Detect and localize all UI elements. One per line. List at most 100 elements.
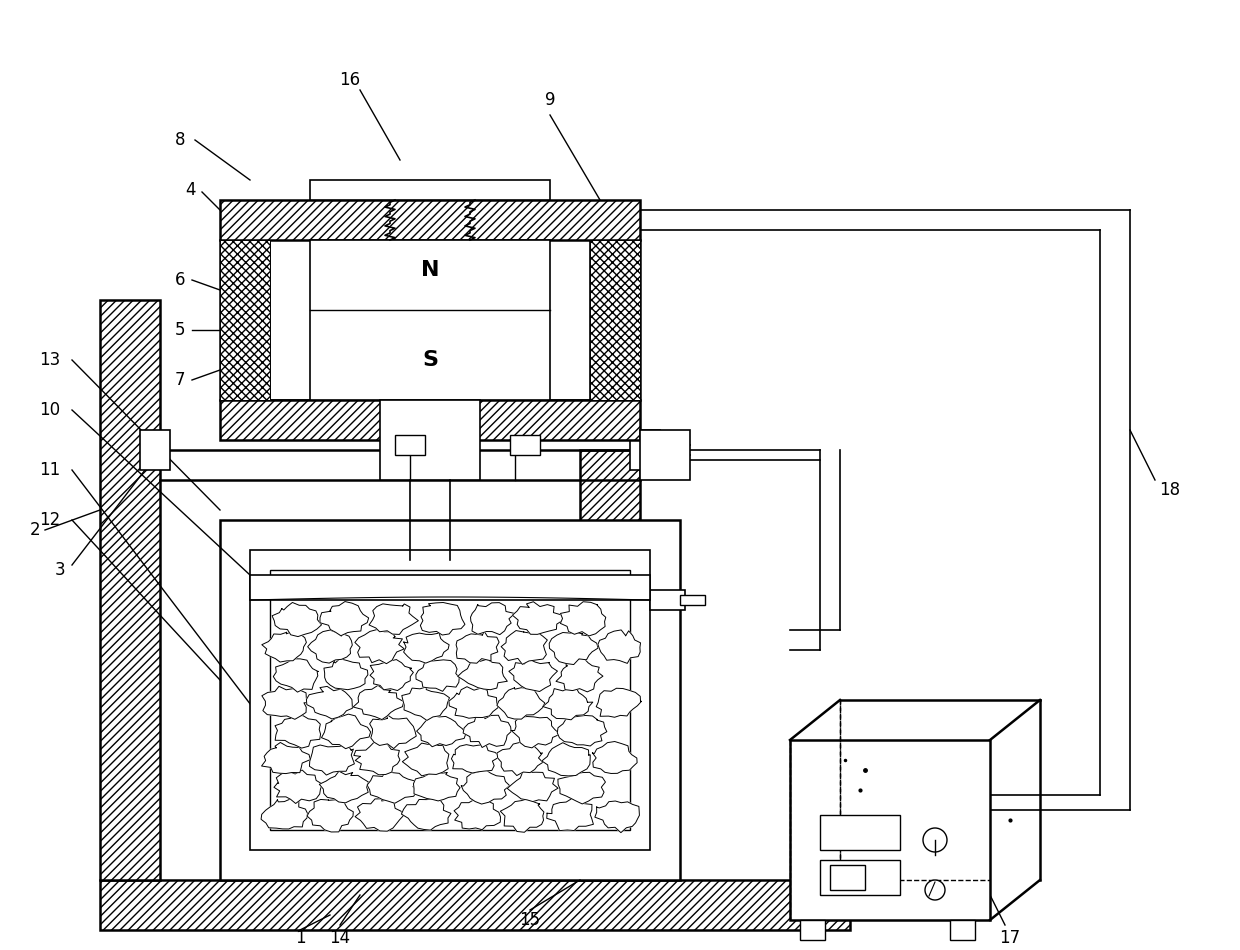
Bar [250, 575, 650, 600]
Polygon shape [497, 742, 543, 775]
Bar [379, 400, 480, 480]
Text: 5: 5 [175, 321, 185, 339]
Polygon shape [501, 799, 544, 832]
Polygon shape [507, 770, 558, 802]
Text: 10: 10 [40, 401, 61, 419]
Polygon shape [273, 659, 317, 693]
Bar [800, 920, 825, 940]
Text: 3: 3 [55, 561, 66, 579]
Circle shape [925, 880, 945, 900]
Polygon shape [547, 798, 594, 830]
Text: 6: 6 [175, 271, 185, 289]
Bar [830, 865, 866, 890]
Polygon shape [420, 602, 465, 635]
Text: 18: 18 [1159, 481, 1180, 499]
Polygon shape [415, 660, 459, 692]
Polygon shape [262, 686, 308, 719]
Text: 4: 4 [185, 181, 195, 199]
Polygon shape [306, 686, 352, 719]
Polygon shape [370, 659, 413, 691]
Polygon shape [596, 688, 641, 717]
Bar [590, 240, 640, 400]
Polygon shape [593, 742, 637, 773]
Polygon shape [353, 685, 404, 719]
Text: 16: 16 [340, 71, 361, 89]
Polygon shape [310, 745, 355, 775]
Polygon shape [417, 715, 466, 747]
Polygon shape [497, 688, 544, 719]
Bar [270, 240, 590, 400]
Bar [510, 435, 539, 455]
Text: 7: 7 [175, 371, 185, 389]
Polygon shape [456, 632, 498, 663]
Bar [219, 200, 640, 240]
Polygon shape [262, 743, 310, 773]
Polygon shape [549, 633, 598, 665]
Bar [820, 860, 900, 895]
Polygon shape [370, 714, 417, 749]
Polygon shape [458, 659, 507, 690]
Bar [100, 300, 160, 880]
Polygon shape [402, 799, 451, 830]
Polygon shape [275, 715, 321, 748]
Text: 8: 8 [175, 131, 185, 149]
Text: 11: 11 [40, 461, 61, 479]
Polygon shape [558, 772, 605, 804]
Bar [270, 570, 630, 830]
Polygon shape [370, 604, 418, 635]
Polygon shape [413, 772, 460, 801]
Polygon shape [511, 716, 560, 748]
Text: 9: 9 [544, 91, 556, 109]
Polygon shape [262, 798, 308, 829]
Text: 12: 12 [40, 511, 61, 529]
Bar [950, 920, 975, 940]
Polygon shape [262, 631, 306, 662]
Bar [140, 430, 170, 470]
Polygon shape [560, 601, 606, 636]
Polygon shape [355, 630, 404, 664]
Text: S: S [422, 350, 438, 370]
Bar [310, 240, 551, 400]
Text: 14: 14 [330, 929, 351, 947]
Polygon shape [542, 743, 590, 776]
Polygon shape [454, 799, 501, 829]
Polygon shape [598, 630, 641, 663]
Polygon shape [353, 742, 401, 775]
Polygon shape [461, 770, 510, 804]
Polygon shape [367, 770, 417, 804]
Text: 2: 2 [30, 521, 41, 539]
Bar [680, 595, 706, 605]
Polygon shape [508, 659, 558, 692]
Polygon shape [402, 687, 449, 720]
Polygon shape [557, 715, 606, 746]
Bar [640, 430, 689, 480]
Bar [219, 240, 270, 400]
Bar [790, 740, 990, 920]
Polygon shape [402, 743, 449, 776]
Text: 17: 17 [999, 929, 1021, 947]
Bar [630, 430, 660, 470]
Polygon shape [595, 801, 640, 832]
Polygon shape [463, 714, 511, 748]
Polygon shape [308, 800, 353, 832]
Polygon shape [470, 602, 515, 635]
Polygon shape [320, 601, 368, 636]
Text: N: N [420, 260, 439, 280]
Bar [250, 550, 650, 850]
Polygon shape [272, 602, 321, 636]
Bar [650, 590, 684, 610]
Polygon shape [308, 630, 352, 663]
Text: 13: 13 [40, 351, 61, 369]
Bar [219, 240, 270, 400]
Bar [310, 180, 551, 200]
Text: 1: 1 [295, 929, 305, 947]
Polygon shape [543, 687, 593, 720]
Polygon shape [403, 633, 449, 663]
Bar [396, 435, 425, 455]
Polygon shape [321, 714, 371, 749]
Polygon shape [274, 770, 322, 804]
Bar [219, 520, 680, 880]
Polygon shape [501, 631, 547, 664]
Polygon shape [556, 657, 603, 692]
Bar [580, 450, 640, 880]
